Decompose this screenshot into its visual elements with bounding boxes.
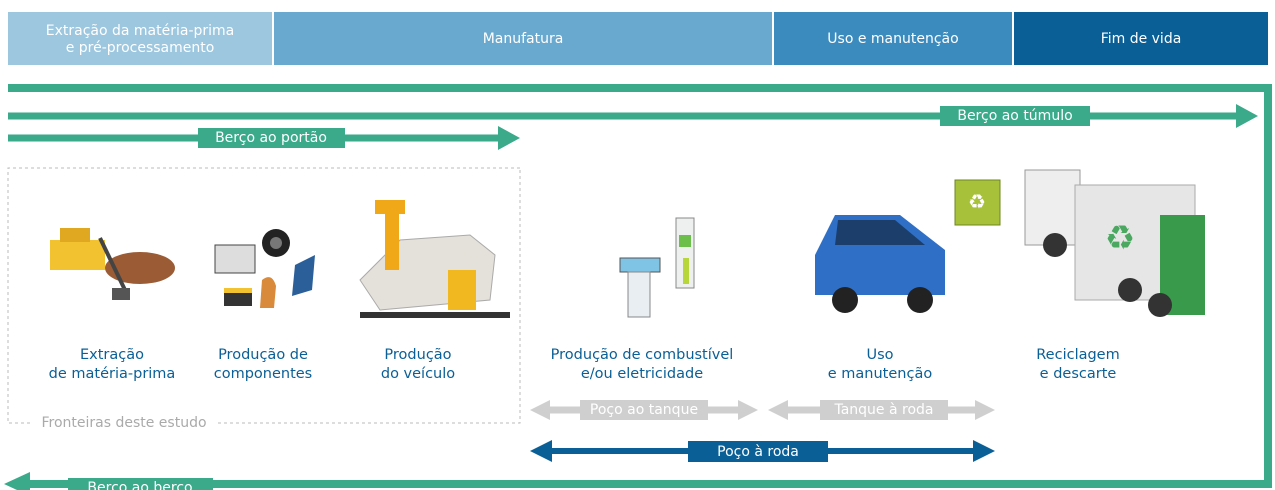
stage-label: Extração da matéria-prima — [46, 23, 235, 39]
arrow-head — [4, 472, 30, 490]
step-label: componentes — [214, 366, 313, 382]
arrow-head — [1236, 104, 1258, 128]
stage-label: Uso e manutenção — [827, 31, 958, 47]
step-label: do veículo — [381, 366, 455, 382]
boundary-box — [7, 167, 521, 424]
step-label: Produção de — [218, 347, 308, 363]
step-label: Produção — [384, 347, 451, 363]
arrow-label: Tanque à roda — [833, 402, 933, 418]
stage-label: Manufatura — [483, 31, 564, 47]
arrow-label-box — [688, 441, 828, 462]
stage-box — [1014, 12, 1268, 65]
arrow-label-box — [580, 400, 708, 420]
arrow-head — [975, 400, 995, 420]
mining-icon — [50, 228, 175, 300]
vehicle-assembly-icon — [359, 200, 510, 318]
loop-arrow — [8, 84, 1272, 488]
arrow-label: Berço ao berço — [87, 480, 192, 490]
arrow-head — [530, 400, 550, 420]
step-label: Uso — [866, 347, 893, 363]
arrow-head — [768, 400, 788, 420]
arrow-label-box — [940, 106, 1090, 126]
arrow-head — [498, 126, 520, 150]
step-label: e/ou eletricidade — [581, 366, 703, 382]
stage-box — [774, 12, 1012, 65]
stage-label: Fim de vida — [1101, 31, 1182, 47]
arrow-head — [530, 440, 552, 462]
fuel-station-icon — [619, 217, 695, 318]
arrow-label-box — [820, 400, 948, 420]
arrow-label: Berço ao túmulo — [957, 108, 1072, 124]
components-icon — [214, 229, 315, 308]
step-label: Extração — [80, 347, 144, 363]
svg-text:♻: ♻ — [1105, 219, 1135, 259]
step-label: Produção de combustível — [551, 347, 734, 363]
step-label: de matéria-prima — [49, 366, 176, 382]
arrow-label: Poço à roda — [717, 444, 799, 460]
stage-label: e pré-processamento — [66, 40, 215, 56]
arrow-head — [973, 440, 995, 462]
step-label: e manutenção — [828, 366, 933, 382]
arrow-label-box — [198, 128, 345, 148]
car-icon — [815, 215, 945, 313]
step-label: e descarte — [1040, 366, 1117, 382]
stage-box — [8, 12, 272, 65]
boundary-label: Fronteiras deste estudo — [41, 415, 206, 431]
arrow-label-box — [68, 478, 213, 490]
step-label: Reciclagem — [1036, 347, 1119, 363]
stage-box — [274, 12, 772, 65]
arrow-label: Berço ao portão — [215, 130, 327, 146]
arrow-label: Poço ao tanque — [590, 402, 698, 418]
svg-text:♻: ♻ — [968, 190, 986, 214]
arrow-head — [738, 400, 758, 420]
recycling-icon: ♻ ♻ — [954, 169, 1205, 317]
